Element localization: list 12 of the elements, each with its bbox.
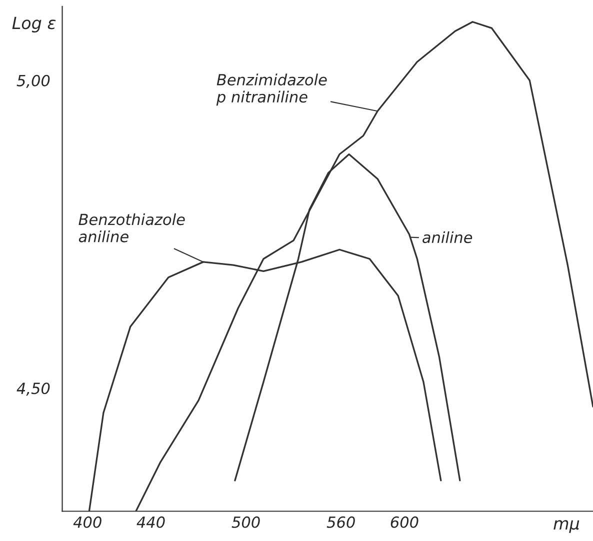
annotation: aniline [422,231,472,244]
x-tick-label: 600 [390,516,418,528]
annotation: Benzothiazole aniline [78,213,185,242]
annotation: Benzimidazole p nitraniline [216,74,327,106]
x-tick-label: 560 [326,516,355,528]
x-tick-label: 500 [232,516,260,528]
x-axis-title: mμ [554,520,580,533]
y-tick-label: 4,50 [16,382,50,396]
y-axis-title: Log ε [12,16,56,32]
x-tick-label: 440 [136,516,165,528]
x-tick-label: 400 [73,516,102,528]
y-tick-label: 5,00 [16,74,50,88]
